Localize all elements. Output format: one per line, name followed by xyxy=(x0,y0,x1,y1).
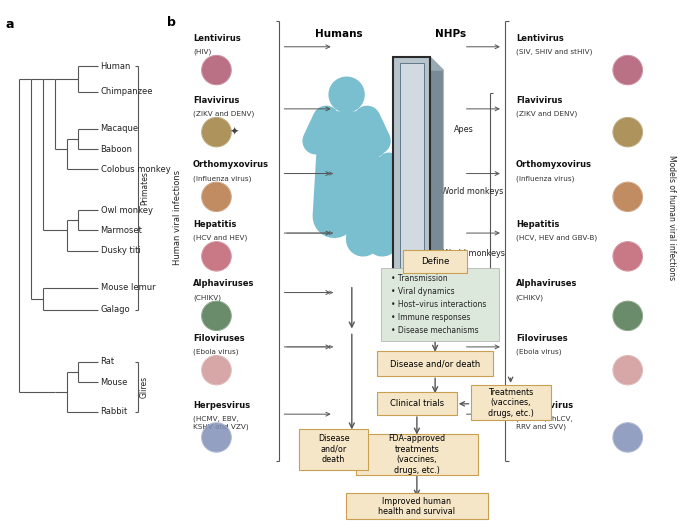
Text: (HCMV, EBV,
KSHV and VZV): (HCMV, EBV, KSHV and VZV) xyxy=(193,416,249,430)
Text: (HIV): (HIV) xyxy=(193,49,211,55)
FancyBboxPatch shape xyxy=(345,493,488,518)
Text: (Ebola virus): (Ebola virus) xyxy=(516,348,561,355)
Circle shape xyxy=(202,242,231,271)
Text: (Ebola virus): (Ebola virus) xyxy=(193,348,238,355)
Text: Treatments
(vaccines,
drugs, etc.): Treatments (vaccines, drugs, etc.) xyxy=(488,388,534,418)
FancyBboxPatch shape xyxy=(377,392,457,415)
Polygon shape xyxy=(393,57,443,70)
Text: Herpesvirus: Herpesvirus xyxy=(193,401,250,410)
Circle shape xyxy=(613,118,643,147)
FancyBboxPatch shape xyxy=(382,268,499,341)
Circle shape xyxy=(613,242,643,271)
Text: Mouse lemur: Mouse lemur xyxy=(101,283,155,293)
Text: (HCV and HEV): (HCV and HEV) xyxy=(193,234,247,241)
Text: (ZIKV and DENV): (ZIKV and DENV) xyxy=(193,110,254,117)
Text: Baboon: Baboon xyxy=(101,145,133,154)
FancyBboxPatch shape xyxy=(299,429,369,469)
Text: Marmoset: Marmoset xyxy=(101,226,142,235)
Text: Rabbit: Rabbit xyxy=(101,407,128,416)
Text: Dusky titi: Dusky titi xyxy=(101,246,140,256)
FancyBboxPatch shape xyxy=(471,385,551,420)
Text: Colobus monkey: Colobus monkey xyxy=(101,165,171,174)
Text: Glires: Glires xyxy=(140,375,149,398)
Text: b: b xyxy=(167,16,176,29)
Text: Mouse: Mouse xyxy=(101,378,128,386)
Circle shape xyxy=(202,118,231,147)
FancyBboxPatch shape xyxy=(356,434,478,475)
Text: Human: Human xyxy=(101,61,131,71)
Polygon shape xyxy=(430,57,443,298)
Text: Define: Define xyxy=(421,257,449,266)
Text: NHPs: NHPs xyxy=(435,29,466,39)
Text: Orthomyxovirus: Orthomyxovirus xyxy=(193,161,269,169)
Text: • Transmission: • Transmission xyxy=(391,275,447,284)
Circle shape xyxy=(202,301,231,331)
Text: Primates: Primates xyxy=(140,171,149,205)
Text: Hepatitis: Hepatitis xyxy=(193,220,236,229)
Text: Chimpanzee: Chimpanzee xyxy=(101,87,153,97)
Text: • Immune responses: • Immune responses xyxy=(391,313,470,322)
FancyBboxPatch shape xyxy=(377,351,493,376)
Text: Herpesvirus: Herpesvirus xyxy=(516,401,573,410)
Text: Alphaviruses: Alphaviruses xyxy=(516,279,577,288)
Text: Old World monkeys: Old World monkeys xyxy=(425,187,503,196)
Text: ✦: ✦ xyxy=(230,127,239,137)
Text: Hepatitis: Hepatitis xyxy=(516,220,559,229)
Text: • Viral dynamics: • Viral dynamics xyxy=(391,287,454,296)
Text: Disease and/or death: Disease and/or death xyxy=(390,360,480,369)
Text: Apes: Apes xyxy=(454,125,473,134)
Text: a: a xyxy=(5,18,14,31)
Text: Owl monkey: Owl monkey xyxy=(101,205,153,215)
Text: (ZIKV and DENV): (ZIKV and DENV) xyxy=(516,110,577,117)
Text: Clinical trials: Clinical trials xyxy=(390,399,444,408)
Text: Alphaviruses: Alphaviruses xyxy=(193,279,254,288)
Polygon shape xyxy=(326,112,367,148)
Text: Models of human viral infections: Models of human viral infections xyxy=(667,155,677,280)
Text: FDA-approved
treatments
(vaccines,
drugs, etc.): FDA-approved treatments (vaccines, drugs… xyxy=(388,435,445,475)
Text: Flavivirus: Flavivirus xyxy=(516,96,562,105)
Circle shape xyxy=(613,423,643,452)
Circle shape xyxy=(613,182,643,211)
Circle shape xyxy=(613,301,643,331)
Circle shape xyxy=(359,130,386,157)
Circle shape xyxy=(202,55,231,84)
Text: Filoviruses: Filoviruses xyxy=(516,334,567,343)
Circle shape xyxy=(202,182,231,211)
Text: • Disease mechanisms: • Disease mechanisms xyxy=(391,326,479,335)
Circle shape xyxy=(613,55,643,84)
Text: New World monkeys: New World monkeys xyxy=(423,249,505,258)
Text: • Host–virus interactions: • Host–virus interactions xyxy=(391,300,486,309)
Text: (CHIKV): (CHIKV) xyxy=(516,294,544,300)
Text: Improved human
health and survival: Improved human health and survival xyxy=(378,496,456,516)
Text: (Influenza virus): (Influenza virus) xyxy=(193,175,251,182)
Text: Macaque: Macaque xyxy=(101,124,138,134)
Text: (RhCMV, rhLCV,
RRV and SVV): (RhCMV, rhLCV, RRV and SVV) xyxy=(516,416,573,430)
Circle shape xyxy=(329,77,364,112)
Text: Flavivirus: Flavivirus xyxy=(193,96,240,105)
Text: (CHIKV): (CHIKV) xyxy=(193,294,221,300)
FancyBboxPatch shape xyxy=(403,250,467,273)
Text: Disease
and/or
death: Disease and/or death xyxy=(318,435,349,464)
FancyBboxPatch shape xyxy=(400,63,423,279)
Text: (Influenza virus): (Influenza virus) xyxy=(516,175,574,182)
Text: (SIV, SHIV and stHIV): (SIV, SHIV and stHIV) xyxy=(516,49,592,55)
Text: Humans: Humans xyxy=(315,29,362,39)
Text: (HCV, HEV and GBV-B): (HCV, HEV and GBV-B) xyxy=(516,234,597,241)
Text: Lentivirus: Lentivirus xyxy=(516,34,564,43)
Text: Galago: Galago xyxy=(101,305,130,315)
Circle shape xyxy=(613,356,643,385)
Text: Rat: Rat xyxy=(101,357,114,366)
Text: Filoviruses: Filoviruses xyxy=(193,334,245,343)
Polygon shape xyxy=(357,157,388,186)
Circle shape xyxy=(202,356,231,385)
Circle shape xyxy=(202,423,231,452)
Text: Lentivirus: Lentivirus xyxy=(193,34,241,43)
Text: Orthomyxovirus: Orthomyxovirus xyxy=(516,161,592,169)
Text: Human viral infections: Human viral infections xyxy=(173,170,182,265)
FancyBboxPatch shape xyxy=(393,57,430,285)
